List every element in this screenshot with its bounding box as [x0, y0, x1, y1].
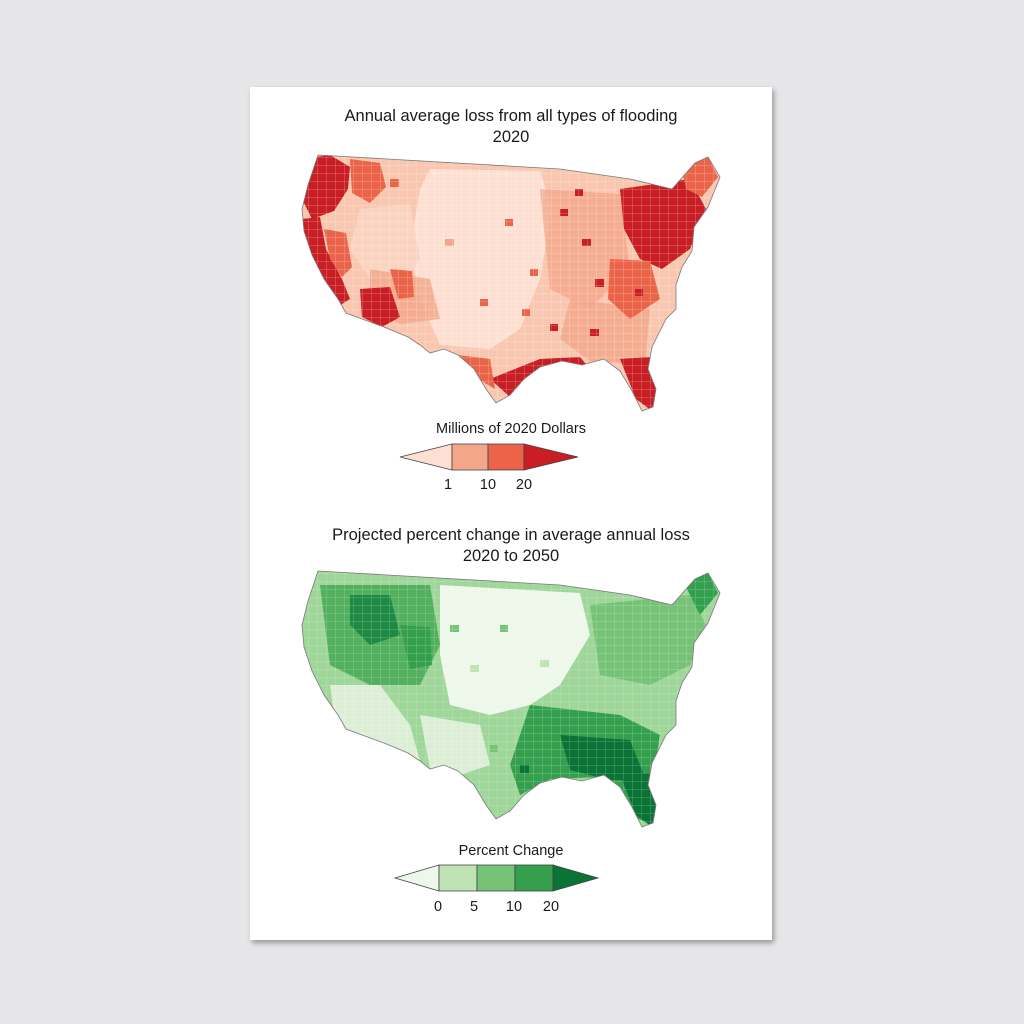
- loss-tick-2: 10: [479, 477, 497, 493]
- loss-bin-4: [523, 443, 579, 471]
- change-tick-4: 20: [542, 899, 560, 915]
- loss-bin-1: [399, 443, 453, 471]
- loss-map: [301, 154, 721, 412]
- change-colorbar: [393, 864, 600, 892]
- figure-card: Annual average loss from all types of fl…: [250, 87, 772, 940]
- loss-legend-title: Millions of 2020 Dollars: [436, 421, 586, 437]
- loss-bin-3: [487, 443, 525, 471]
- loss-map-title-line1: Annual average loss from all types of fl…: [344, 107, 678, 125]
- change-map-land: [302, 571, 720, 827]
- loss-map-outline: [301, 154, 721, 412]
- change-map: [301, 570, 721, 828]
- loss-colorbar: [399, 443, 579, 471]
- change-bin-4: [514, 864, 554, 892]
- loss-tick-3: 20: [515, 477, 533, 493]
- loss-bin-2: [451, 443, 489, 471]
- change-map-outline: [301, 570, 721, 828]
- loss-map-land: [302, 155, 720, 411]
- change-legend-title: Percent Change: [458, 843, 564, 859]
- loss-tick-1: 1: [443, 477, 453, 493]
- change-tick-1: 0: [433, 899, 443, 915]
- change-map-title: Projected percent change in average annu…: [250, 525, 772, 567]
- change-bin-5: [552, 864, 600, 892]
- change-tick-2: 5: [469, 899, 479, 915]
- loss-map-title: Annual average loss from all types of fl…: [250, 106, 772, 148]
- change-bin-2: [438, 864, 478, 892]
- change-map-title-line2: 2020 to 2050: [462, 547, 560, 565]
- change-map-title-line1: Projected percent change in average annu…: [332, 526, 690, 544]
- change-bin-1: [393, 864, 440, 892]
- change-bin-3: [476, 864, 516, 892]
- change-tick-3: 10: [505, 899, 523, 915]
- loss-map-title-line2: 2020: [492, 128, 530, 146]
